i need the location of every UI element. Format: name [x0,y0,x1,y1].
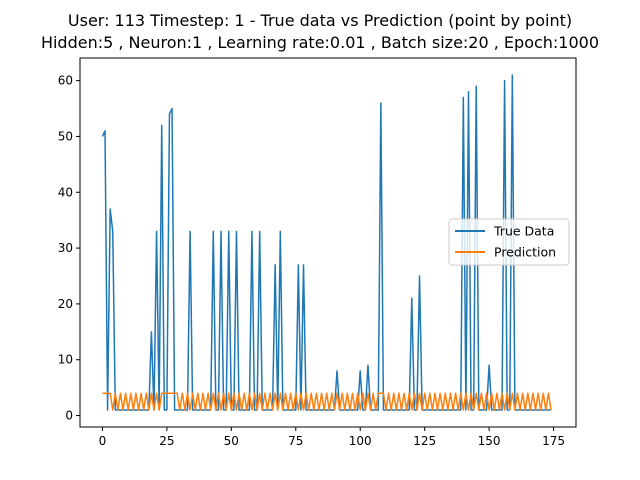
y-tick-label: 10 [58,353,73,367]
axis-ticks: 0 25 50 75 100 125 150 175 0 10 20 30 40 50 60 [58,74,565,448]
x-tick-label: 25 [159,434,174,448]
series-line-prediction [102,392,552,411]
y-tick-label: 50 [58,129,73,143]
x-tick-label: 50 [224,434,239,448]
series-line-true-data [101,74,551,411]
x-tick-label: 75 [288,434,303,448]
y-tick-label: 20 [58,297,73,311]
legend: True Data Prediction [448,218,570,266]
y-tick-label: 60 [58,74,73,88]
x-tick-label: 100 [349,434,372,448]
chart-subtitle: Hidden:5 , Neuron:1 , Learning rate:0.01… [40,33,600,52]
x-tick-label: 150 [478,434,501,448]
plot-area-frame [79,57,577,428]
x-tick-label: 125 [413,434,436,448]
y-tick-label: 0 [65,409,73,423]
legend-label-true-data: True Data [493,224,554,239]
x-tick-label: 175 [542,434,565,448]
x-tick-label: 0 [99,434,107,448]
legend-label-prediction: Prediction [494,245,556,260]
series-layer [101,74,552,411]
chart-title: User: 113 Timestep: 1 - True data vs Pre… [67,11,573,30]
y-tick-label: 30 [58,241,73,255]
y-tick-label: 40 [58,185,73,199]
